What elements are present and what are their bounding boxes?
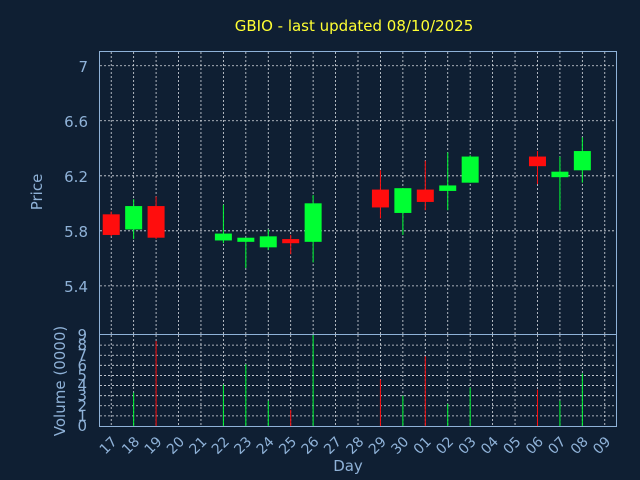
volume-bars bbox=[133, 335, 583, 426]
candle-body bbox=[416, 189, 434, 202]
x-tick-label: 03 bbox=[456, 434, 480, 458]
x-tick-label: 19 bbox=[142, 434, 166, 458]
x-tick-label: 28 bbox=[344, 434, 368, 458]
volume-panel-frame bbox=[99, 334, 617, 427]
volume-tick-label: 2 bbox=[77, 397, 87, 415]
volume-tick-label: 7 bbox=[77, 346, 87, 364]
x-tick-label: 29 bbox=[366, 434, 390, 458]
x-tick-label: 07 bbox=[545, 434, 569, 458]
x-tick-label: 06 bbox=[523, 434, 547, 458]
x-tick-label: 09 bbox=[590, 434, 614, 458]
x-tick-label: 08 bbox=[568, 434, 592, 458]
x-tick-label: 04 bbox=[478, 434, 502, 458]
candle-body bbox=[102, 214, 120, 235]
candle-body bbox=[528, 156, 546, 167]
candles-group bbox=[102, 137, 591, 268]
price-tick-label: 6.2 bbox=[64, 168, 88, 186]
x-tick-label: 23 bbox=[231, 434, 255, 458]
price-axis-label: Price bbox=[28, 174, 46, 211]
volume-tick-label: 9 bbox=[77, 326, 87, 344]
x-axis-label: Day bbox=[333, 457, 363, 475]
x-tick-label: 24 bbox=[254, 434, 278, 458]
x-tick-label: 20 bbox=[164, 434, 188, 458]
x-tick-label: 21 bbox=[186, 434, 210, 458]
candle-body bbox=[439, 185, 457, 191]
volume-tick-label: 8 bbox=[77, 336, 87, 354]
volume-grid bbox=[100, 335, 616, 426]
x-tick-label: 22 bbox=[209, 434, 233, 458]
price-panel: 5.4 5.8 6.2 6.6 7 Price bbox=[28, 51, 617, 335]
candle-body bbox=[214, 233, 232, 241]
volume-tick-label: 5 bbox=[77, 366, 87, 384]
x-axis-ticks: 1718192021222324252627282930010203040506… bbox=[97, 434, 614, 458]
volume-axis-label: Volume (0000) bbox=[51, 326, 69, 436]
price-grid bbox=[100, 52, 616, 334]
x-tick-label: 05 bbox=[501, 434, 525, 458]
volume-tick-label: 1 bbox=[77, 407, 87, 425]
chart-title: GBIO - last updated 08/10/2025 bbox=[235, 17, 474, 35]
x-tick-label: 02 bbox=[433, 434, 457, 458]
price-tick-label: 7 bbox=[78, 58, 88, 76]
x-tick-label: 17 bbox=[97, 434, 121, 458]
price-tick-label: 5.4 bbox=[64, 278, 88, 296]
volume-tick-label: 6 bbox=[77, 356, 87, 374]
candle-body bbox=[551, 171, 569, 178]
x-tick-label: 01 bbox=[411, 434, 435, 458]
x-tick-label: 26 bbox=[299, 434, 323, 458]
x-tick-label: 30 bbox=[388, 434, 412, 458]
candle-body bbox=[573, 151, 591, 171]
price-y-ticks: 5.4 5.8 6.2 6.6 7 bbox=[64, 58, 88, 296]
candle-body bbox=[394, 188, 412, 213]
price-tick-label: 5.8 bbox=[64, 223, 88, 241]
candle-body bbox=[259, 236, 277, 248]
candle-body bbox=[237, 237, 255, 242]
volume-tick-label: 3 bbox=[77, 387, 87, 405]
candle-body bbox=[147, 206, 165, 238]
candle-body bbox=[125, 206, 143, 230]
candle-body bbox=[304, 203, 322, 242]
volume-tick-label: 0 bbox=[77, 417, 87, 435]
x-tick-label: 25 bbox=[276, 434, 300, 458]
candle-body bbox=[282, 239, 300, 244]
candle-body bbox=[371, 189, 389, 208]
candle-body bbox=[461, 156, 479, 183]
x-tick-label: 18 bbox=[119, 434, 143, 458]
price-tick-label: 6.6 bbox=[64, 113, 88, 131]
volume-tick-label: 4 bbox=[77, 377, 87, 395]
price-candles bbox=[102, 137, 591, 268]
x-tick-label: 27 bbox=[321, 434, 345, 458]
